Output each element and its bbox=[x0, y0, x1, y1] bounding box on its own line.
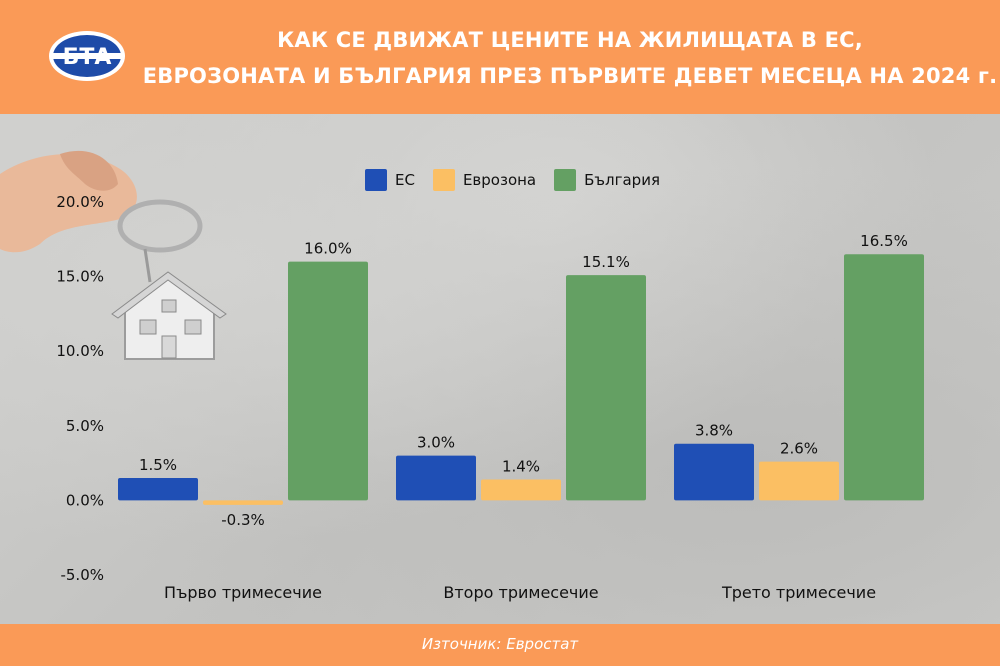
y-tick-label: 20.0% bbox=[56, 193, 104, 211]
category-label: Трето тримесечие bbox=[721, 583, 876, 602]
y-tick-label: 5.0% bbox=[66, 417, 104, 435]
logo-text: БТА bbox=[63, 45, 112, 70]
bta-logo: БТА bbox=[49, 31, 125, 81]
legend-label-eurozone: Еврозона bbox=[462, 171, 537, 189]
bar bbox=[566, 275, 646, 501]
data-label: 16.5% bbox=[860, 232, 908, 250]
legend-swatch-bulgaria bbox=[554, 169, 577, 191]
data-label: -0.3% bbox=[221, 511, 265, 529]
legend: ЕС Еврозона България bbox=[365, 168, 678, 192]
data-label: 3.0% bbox=[417, 434, 455, 452]
legend-label-bulgaria: България bbox=[584, 171, 660, 189]
legend-label-eu: ЕС bbox=[395, 171, 415, 189]
legend-item-eurozone: Еврозона bbox=[432, 169, 537, 191]
category-label: Първо тримесечие bbox=[164, 583, 322, 602]
y-tick-label: 15.0% bbox=[56, 268, 104, 286]
legend-item-bulgaria: България bbox=[554, 169, 660, 191]
data-label: 16.0% bbox=[304, 240, 352, 258]
legend-swatch-eu bbox=[365, 169, 387, 191]
title-line-2: ЕВРОЗОНАТА И БЪЛГАРИЯ ПРЕЗ ПЪРВИТЕ ДЕВЕТ… bbox=[142, 64, 998, 88]
data-label: 1.4% bbox=[502, 458, 540, 476]
header-banner: БТА КАК СЕ ДВИЖАТ ЦЕНИТЕ НА ЖИЛИЩАТА В Е… bbox=[0, 0, 1000, 114]
footer-banner: Източник: Евростат bbox=[0, 624, 1000, 666]
bar bbox=[288, 261, 368, 501]
y-tick-label: -5.0% bbox=[60, 566, 104, 584]
data-label: 1.5% bbox=[139, 456, 177, 474]
bar bbox=[759, 461, 839, 501]
bar bbox=[481, 479, 561, 501]
house-keychain-illustration bbox=[0, 150, 227, 360]
data-label: 3.8% bbox=[695, 422, 733, 440]
data-label: 2.6% bbox=[780, 440, 818, 458]
source-note: Източник: Евростат bbox=[421, 635, 579, 653]
bar bbox=[203, 500, 283, 505]
legend-item-eu: ЕС bbox=[365, 169, 415, 191]
background-texture bbox=[0, 114, 1000, 624]
bar bbox=[844, 254, 924, 501]
data-label: 15.1% bbox=[582, 253, 630, 271]
y-tick-label: 0.0% bbox=[66, 491, 104, 509]
title-line-1: КАК СЕ ДВИЖАТ ЦЕНИТЕ НА ЖИЛИЩАТА В ЕС, bbox=[277, 28, 863, 52]
bar bbox=[396, 455, 476, 501]
bar bbox=[118, 478, 198, 501]
category-label: Второ тримесечие bbox=[443, 583, 598, 602]
bar bbox=[674, 443, 754, 501]
y-tick-label: 10.0% bbox=[56, 342, 104, 360]
legend-swatch-eurozone bbox=[432, 169, 455, 191]
